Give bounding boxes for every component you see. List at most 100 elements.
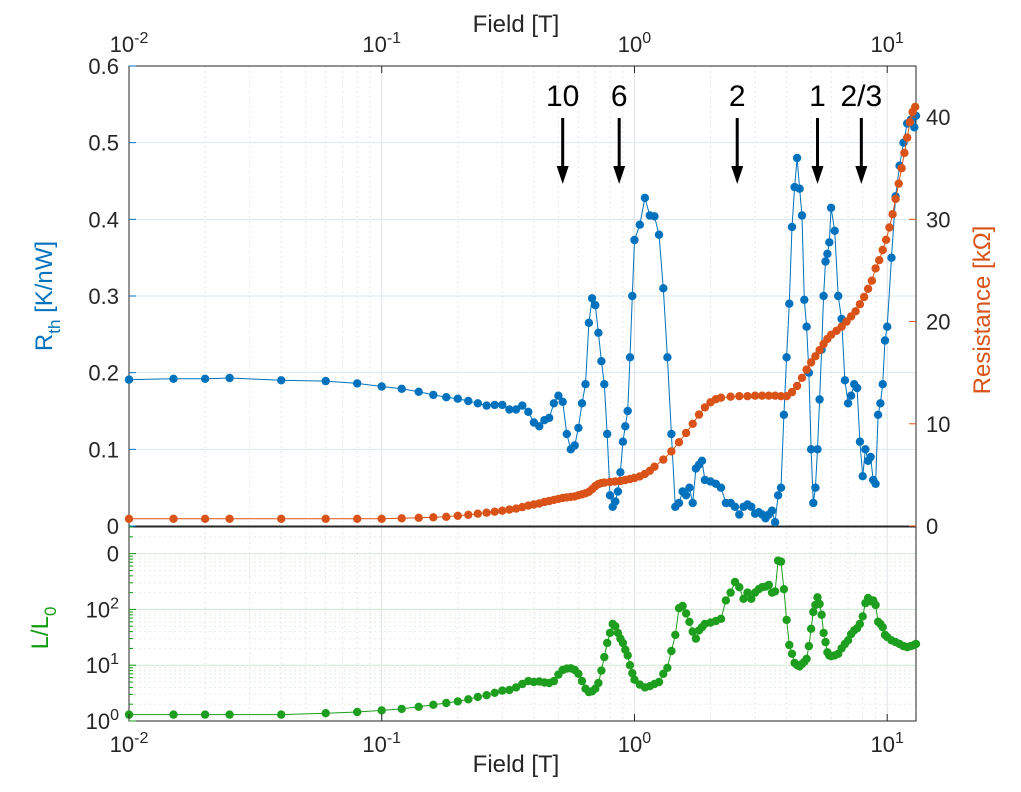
lorenz-point: [549, 676, 559, 686]
resistance-point: [473, 509, 482, 518]
right-y-axis-label: Resistance [kΩ]: [969, 226, 996, 395]
rth-point: [773, 491, 783, 500]
rth-point: [883, 322, 892, 331]
rth-point: [730, 502, 740, 511]
resistance-point: [859, 292, 869, 302]
rth-point: [397, 384, 406, 393]
lorenz-point: [414, 702, 423, 711]
rth-point: [747, 502, 756, 511]
lorenz-point: [490, 688, 499, 697]
lorenz-point: [574, 669, 583, 678]
lorenz-point: [747, 594, 756, 603]
bottom-panel: 10-2 10-1 100 101 100 101 102 0 Field [T] L/L0: [27, 526, 921, 778]
lorenz-point: [600, 652, 609, 662]
lorenz-point: [787, 649, 797, 658]
lorenz-point: [277, 710, 286, 719]
left-y-tick-label: 0.2: [88, 361, 119, 386]
rth-point: [630, 235, 639, 245]
lorenz-point: [806, 624, 816, 633]
lorenz-point: [577, 676, 587, 686]
bottom-x-axis-label: Field [T]: [473, 751, 560, 778]
lorenz-point: [225, 710, 234, 719]
lorenz-point: [397, 704, 406, 714]
rth-point: [442, 393, 451, 402]
rth-point: [779, 410, 789, 419]
filling-factor-label: 6: [611, 80, 628, 113]
resistance-point: [681, 428, 691, 438]
lorenz-point: [878, 623, 887, 632]
lorenz-line: [129, 559, 917, 716]
lorenz-point: [721, 596, 731, 605]
rth-point: [623, 406, 632, 416]
filling-factor-label: 2/3: [840, 80, 882, 113]
rth-point: [852, 383, 862, 393]
lorenz-point: [855, 619, 865, 629]
resistance-point: [905, 118, 915, 127]
rth-point: [770, 518, 780, 527]
rth-point: [846, 391, 856, 400]
rth-point: [524, 407, 533, 416]
resistance-point: [888, 210, 897, 219]
rth-point: [353, 379, 362, 388]
rth-point: [545, 413, 554, 423]
resistance-point: [797, 373, 807, 382]
rth-point: [613, 487, 623, 496]
lorenz-point: [813, 593, 822, 602]
resistance-point: [429, 513, 438, 522]
resistance-point: [811, 352, 820, 361]
rth-point: [535, 422, 544, 431]
lorenz-point: [618, 638, 628, 648]
resistance-point: [667, 447, 676, 456]
rth-point: [225, 373, 234, 383]
resistance-point: [806, 358, 816, 367]
rth-point: [811, 483, 820, 492]
bottom-grid: [128, 526, 916, 722]
rth-point: [554, 391, 563, 400]
lorenz-point: [776, 557, 786, 566]
rth-point: [124, 375, 134, 384]
lorenz-point: [871, 600, 880, 610]
resistance-point: [414, 513, 423, 522]
lorenz-point: [819, 628, 828, 638]
rth-point: [321, 376, 330, 386]
resistance-point: [881, 235, 891, 244]
resistance-point: [792, 381, 802, 391]
rth-point: [464, 396, 473, 406]
rth-point: [473, 399, 482, 408]
rth-point: [663, 353, 672, 362]
lorenz-point: [802, 654, 811, 663]
rth-point: [782, 353, 791, 362]
lorenz-point: [377, 706, 386, 715]
resistance-point: [787, 387, 797, 397]
lorenz-point: [809, 607, 818, 617]
lorenz-point: [659, 669, 668, 678]
rth-point: [688, 498, 697, 508]
lorenz-point: [743, 588, 752, 597]
rth-point: [594, 328, 603, 337]
rth-point: [716, 483, 726, 492]
rth-point: [518, 401, 527, 410]
resistance-point: [726, 392, 735, 401]
filling-factor-label: 1: [809, 80, 826, 113]
rth-point: [697, 456, 707, 465]
lorenz-point: [691, 634, 701, 643]
lorenz-point: [688, 627, 697, 636]
resistance-point: [764, 391, 773, 400]
lorenz-point: [678, 601, 687, 611]
bottom-series: [124, 556, 921, 719]
rth-point: [834, 291, 843, 301]
rth-point: [591, 301, 600, 310]
resistance-point: [750, 391, 760, 400]
lorenz-point: [603, 638, 612, 648]
arrow-head: [731, 166, 744, 184]
lorenz-point: [611, 622, 620, 631]
rth-point: [511, 405, 521, 414]
rth-point: [806, 445, 816, 454]
top-x-axis-label: Field [T]: [473, 11, 560, 38]
rth-point: [584, 318, 594, 327]
lorenz-point: [782, 615, 791, 625]
lorenz-point: [716, 614, 726, 623]
rth-point: [505, 405, 514, 414]
left-y-tick-label: 0.3: [88, 284, 119, 309]
lorenz-point: [429, 700, 438, 709]
